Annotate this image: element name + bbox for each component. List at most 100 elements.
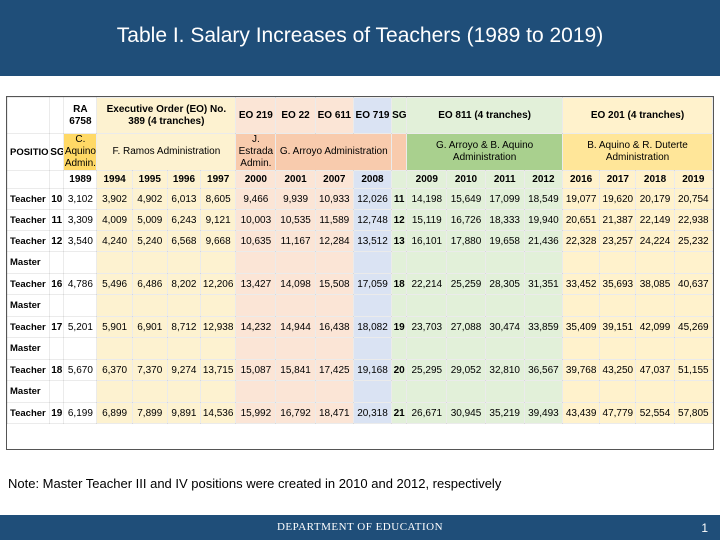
salary-cell: 4,902 bbox=[131, 188, 168, 210]
issuance-sg: SG bbox=[391, 97, 408, 134]
salary-grade: 17 bbox=[49, 316, 65, 338]
table-row: Teacher III185,6706,3707,3709,27413,7151… bbox=[6, 359, 714, 381]
title-bar bbox=[0, 0, 720, 76]
salary-cell: 19,940 bbox=[523, 209, 564, 231]
issuance-eo389: Executive Order (EO) No. 389 (4 tranches… bbox=[96, 97, 237, 134]
admin-arroyo-aquino: G. Arroyo & B. Aquino Administration bbox=[406, 133, 564, 171]
table-row: Teacher I 16 4,786 5,496 6,486 8,202 12,206 13,… bbox=[6, 273, 714, 295]
table-row: Master bbox=[6, 337, 714, 360]
salary-cell: 3,540 bbox=[63, 230, 98, 252]
salary-cell: 7,899 bbox=[131, 402, 168, 424]
salary-cell: 16,726 bbox=[446, 209, 486, 231]
salary-cell: 22,328 bbox=[562, 230, 601, 252]
salary-grade: 12 bbox=[49, 230, 65, 252]
salary-cell: 16,438 bbox=[314, 316, 354, 338]
year-header: 2001 bbox=[275, 170, 316, 189]
issuance-eo22: EO 22 bbox=[275, 97, 316, 134]
salary-cell: 33,859 bbox=[523, 316, 564, 338]
year-header: 2011 bbox=[484, 170, 525, 189]
salary-cell: 8,605 bbox=[200, 188, 237, 210]
salary-cell: 5,201 bbox=[63, 316, 98, 338]
salary-cell: 20,318 bbox=[352, 402, 393, 424]
year-header: 2012 bbox=[523, 170, 564, 189]
table-row: Teacher II 17 5,201 5,901 6,901 8,712 12,938 14… bbox=[6, 316, 714, 338]
salary-cell: 35,409 bbox=[562, 316, 601, 338]
salary-cell: 6,486 bbox=[131, 273, 168, 295]
salary-cell: 17,099 bbox=[484, 188, 525, 210]
salary-cell: 6,568 bbox=[166, 230, 202, 252]
salary-cell: 57,805 bbox=[673, 402, 714, 424]
position-header: POSITION bbox=[6, 133, 51, 171]
salary-cell: 18,333 bbox=[484, 209, 525, 231]
salary-cell: 38,085 bbox=[635, 273, 675, 295]
salary-cell: 21,436 bbox=[523, 230, 564, 252]
salary-cell: 7,370 bbox=[131, 359, 168, 381]
salary-cell: 17,425 bbox=[314, 359, 354, 381]
position-name: Teacher III bbox=[6, 359, 51, 381]
salary-cell: 14,536 bbox=[200, 402, 237, 424]
salary-cell: 47,037 bbox=[635, 359, 675, 381]
salary-cell: 42,099 bbox=[635, 316, 675, 338]
salary-cell: 8,712 bbox=[166, 316, 202, 338]
salary-cell: 22,938 bbox=[673, 209, 714, 231]
salary-cell: 4,240 bbox=[96, 230, 133, 252]
salary-cell: 15,508 bbox=[314, 273, 354, 295]
salary-cell: 12,206 bbox=[200, 273, 237, 295]
issuance-eo719: EO 719 bbox=[352, 97, 393, 134]
salary-cell: 11,167 bbox=[275, 230, 316, 252]
position-name: Master bbox=[6, 251, 51, 274]
position-name: Master bbox=[6, 294, 51, 317]
footer-department: DEPARTMENT OF EDUCATION bbox=[276, 521, 444, 533]
table-row: Master bbox=[6, 380, 714, 403]
salary-cell: 12,748 bbox=[352, 209, 393, 231]
salary-cell: 9,121 bbox=[200, 209, 237, 231]
salary-cell: 22,214 bbox=[406, 273, 448, 295]
salary-grade: 19 bbox=[49, 402, 65, 424]
salary-cell: 13,715 bbox=[200, 359, 237, 381]
administration-header-row: POSITION SG C. Aquino Admin. F. Ramos Ad… bbox=[6, 133, 713, 171]
salary-cell: 6,243 bbox=[166, 209, 202, 231]
salary-cell: 47,779 bbox=[599, 402, 637, 424]
issuance-eo811: EO 811 (4 tranches) bbox=[406, 97, 564, 134]
salary-cell: 12,026 bbox=[352, 188, 393, 210]
salary-cell: 15,649 bbox=[446, 188, 486, 210]
salary-cell: 25,259 bbox=[446, 273, 486, 295]
salary-cell: 14,098 bbox=[275, 273, 316, 295]
salary-cell: 5,009 bbox=[131, 209, 168, 231]
salary-cell: 10,933 bbox=[314, 188, 354, 210]
salary-cell: 3,102 bbox=[63, 188, 98, 210]
salary-cell: 35,219 bbox=[484, 402, 525, 424]
salary-cell: 9,274 bbox=[166, 359, 202, 381]
salary-cell: 18,471 bbox=[314, 402, 354, 424]
salary-cell: 10,003 bbox=[235, 209, 277, 231]
admin-estrada: J. Estrada Admin. bbox=[235, 133, 277, 171]
year-header: 2007 bbox=[314, 170, 354, 189]
salary-cell: 17,059 bbox=[352, 273, 393, 295]
salary-cell: 3,309 bbox=[63, 209, 98, 231]
salary-grade: 13 bbox=[391, 230, 408, 252]
salary-cell: 6,901 bbox=[131, 316, 168, 338]
salary-cell: 15,119 bbox=[406, 209, 448, 231]
salary-grade: 12 bbox=[391, 209, 408, 231]
year-header: 2019 bbox=[673, 170, 714, 189]
position-name: Teacher II bbox=[6, 316, 51, 338]
issuance-eo201: EO 201 (4 tranches) bbox=[562, 97, 713, 134]
year-header: 1997 bbox=[200, 170, 237, 189]
salary-cell: 21,387 bbox=[599, 209, 637, 231]
salary-cell: 4,786 bbox=[63, 273, 98, 295]
salary-cell: 5,901 bbox=[96, 316, 133, 338]
year-header: 1995 bbox=[131, 170, 168, 189]
position-name: Teacher III bbox=[6, 230, 51, 252]
salary-grade: 19 bbox=[391, 316, 408, 338]
salary-table: RA 6758 Executive Order (EO) No. 389 (4 … bbox=[6, 97, 714, 424]
table-row: Teacher IV196,1996,8997,8999,89114,53615… bbox=[6, 402, 714, 424]
position-name: Teacher II bbox=[6, 209, 51, 231]
salary-cell: 14,198 bbox=[406, 188, 448, 210]
salary-cell: 11,589 bbox=[314, 209, 354, 231]
table-row: Teacher I 10 3,102 3,902 4,902 6,013 8,605 9,46… bbox=[6, 188, 714, 210]
salary-cell: 25,232 bbox=[673, 230, 714, 252]
salary-cell: 19,620 bbox=[599, 188, 637, 210]
salary-cell: 23,257 bbox=[599, 230, 637, 252]
salary-cell: 6,899 bbox=[96, 402, 133, 424]
table-row: Teacher II 11 3,309 4,009 5,009 6,243 9,121 10,… bbox=[6, 209, 714, 231]
